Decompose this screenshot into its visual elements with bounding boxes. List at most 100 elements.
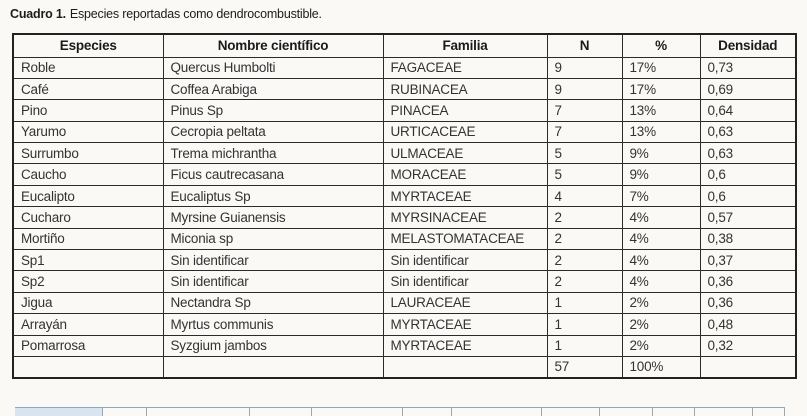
- cell-especies: Sp2: [12, 270, 164, 293]
- cell-densidad: 0,69: [699, 77, 797, 101]
- cell-nombre-cientifico: Sin identificar: [162, 270, 384, 293]
- col-header-especies: Especies: [12, 33, 164, 58]
- cell-familia: PINACEA: [382, 99, 548, 122]
- cell-familia: MELASTOMATACEAE: [382, 227, 548, 251]
- cell-especies: Mortiño: [12, 227, 164, 251]
- cell-percent: 2%: [621, 313, 701, 336]
- cell-densidad: 0,64: [699, 99, 797, 122]
- fragment-cell: [542, 408, 600, 416]
- cell-percent: 17%: [621, 56, 701, 79]
- cell-nombre-cientifico: Miconia sp: [162, 227, 384, 251]
- cell-nombre-cientifico: Trema michrantha: [162, 142, 384, 165]
- header-row: Especies Nombre científico Familia N % D…: [12, 33, 797, 58]
- cell-densidad: 0,6: [699, 184, 797, 208]
- cell-familia: MYRTACEAE: [382, 184, 548, 208]
- table-header: Especies Nombre científico Familia N % D…: [12, 33, 797, 58]
- species-table: Especies Nombre científico Familia N % D…: [12, 33, 797, 379]
- cell-densidad: [699, 355, 797, 379]
- cell-percent: 17%: [621, 77, 701, 101]
- cell-nombre-cientifico: Syzgium jambos: [162, 334, 384, 357]
- fragment-cell: [312, 408, 403, 416]
- table-row: Jigua Nectandra Sp LAURACEAE 1 2% 0,36: [12, 291, 797, 315]
- cell-n: 2: [546, 249, 623, 272]
- cell-familia: MYRTACEAE: [382, 334, 548, 357]
- cell-especies: Caucho: [12, 163, 164, 186]
- cell-familia: ULMACEAE: [382, 142, 548, 165]
- cell-nombre-cientifico: Cecropia peltata: [162, 120, 384, 144]
- fragment-cell: [103, 408, 147, 416]
- cell-densidad: 0,63: [699, 142, 797, 165]
- fragment-cell: [600, 408, 653, 416]
- cell-percent: 100%: [621, 355, 701, 379]
- col-header-familia: Familia: [382, 33, 548, 58]
- cell-n: 5: [546, 142, 623, 165]
- cell-percent: 4%: [621, 227, 701, 251]
- cell-nombre-cientifico: Eucaliptus Sp: [162, 184, 384, 208]
- cell-percent: 9%: [621, 142, 701, 165]
- table-caption: Cuadro 1. Especies reportadas como dendro…: [10, 7, 322, 21]
- cell-percent: 13%: [621, 99, 701, 122]
- cell-familia: Sin identificar: [382, 270, 548, 293]
- table-row: Surrumbo Trema michrantha ULMACEAE 5 9% 0,63: [12, 142, 797, 165]
- cell-densidad: 0,57: [699, 206, 797, 229]
- cell-n: 5: [546, 163, 623, 186]
- table-row: Roble Quercus Humbolti FAGACEAE 9 17% 0,73: [12, 56, 797, 79]
- cell-n: 1: [546, 334, 623, 357]
- cell-densidad: 0,48: [699, 313, 797, 336]
- cell-densidad: 0,6: [699, 163, 797, 186]
- col-header-percent: %: [621, 33, 701, 58]
- table-row: Café Coffea Arabiga RUBINACEA 9 17% 0,69: [12, 77, 797, 101]
- fragment-cell: [695, 408, 753, 416]
- table-row: Arrayán Myrtus communis MYRTACEAE 1 2% 0,48: [12, 313, 797, 336]
- cell-nombre-cientifico: Ficus cautrecasana: [162, 163, 384, 186]
- cell-densidad: 0,37: [699, 249, 797, 272]
- cell-especies: Eucalipto: [12, 184, 164, 208]
- cell-densidad: 0,36: [699, 291, 797, 315]
- cell-nombre-cientifico: Pinus Sp: [162, 99, 384, 122]
- cell-n: 9: [546, 77, 623, 101]
- cell-nombre-cientifico: Sin identificar: [162, 249, 384, 272]
- cell-densidad: 0,73: [699, 56, 797, 79]
- cell-percent: 4%: [621, 206, 701, 229]
- cell-familia: RUBINACEA: [382, 77, 548, 101]
- table-row: Sp1 Sin identificar Sin identificar 2 4% 0,37: [12, 249, 797, 272]
- cell-especies: [12, 355, 164, 379]
- cell-densidad: 0,32: [699, 334, 797, 357]
- table-body: Roble Quercus Humbolti FAGACEAE 9 17% 0,73 Caf…: [12, 56, 797, 379]
- cell-familia: [382, 355, 548, 379]
- table-row: Caucho Ficus cautrecasana MORACEAE 5 9% 0,6: [12, 163, 797, 186]
- cell-familia: MORACEAE: [382, 163, 548, 186]
- cell-familia: Sin identificar: [382, 249, 548, 272]
- cell-n: 1: [546, 313, 623, 336]
- cell-especies: Surrumbo: [12, 142, 164, 165]
- cell-nombre-cientifico: [162, 355, 384, 379]
- cell-familia: MYRTACEAE: [382, 313, 548, 336]
- cell-especies: Café: [12, 77, 164, 101]
- table-row: Pomarrosa Syzgium jambos MYRTACEAE 1 2% 0,32: [12, 334, 797, 357]
- table-row: Cucharo Myrsine Guianensis MYRSINACEAE 2 4% 0…: [12, 206, 797, 229]
- cell-nombre-cientifico: Coffea Arabiga: [162, 77, 384, 101]
- cell-n: 2: [546, 206, 623, 229]
- cell-n: 4: [546, 184, 623, 208]
- cell-especies: Pomarrosa: [12, 334, 164, 357]
- cell-n: 2: [546, 227, 623, 251]
- fragment-cell: [452, 408, 542, 416]
- cell-densidad: 0,63: [699, 120, 797, 144]
- cell-percent: 2%: [621, 334, 701, 357]
- cell-nombre-cientifico: Quercus Humbolti: [162, 56, 384, 79]
- cell-percent: 4%: [621, 249, 701, 272]
- cell-n: 7: [546, 99, 623, 122]
- cell-especies: Roble: [12, 56, 164, 79]
- cell-n: 7: [546, 120, 623, 144]
- fragment-cell: [753, 408, 785, 416]
- cell-familia: URTICACEAE: [382, 120, 548, 144]
- fragment-cell: [653, 408, 695, 416]
- cell-densidad: 0,38: [699, 227, 797, 251]
- cell-nombre-cientifico: Myrsine Guianensis: [162, 206, 384, 229]
- col-header-densidad: Densidad: [699, 33, 797, 58]
- cell-especies: Jigua: [12, 291, 164, 315]
- cell-n: 9: [546, 56, 623, 79]
- col-header-n: N: [546, 33, 623, 58]
- table-row: Pino Pinus Sp PINACEA 7 13% 0,64: [12, 99, 797, 122]
- caption-text: Especies reportadas como dendrocombustib…: [69, 7, 322, 21]
